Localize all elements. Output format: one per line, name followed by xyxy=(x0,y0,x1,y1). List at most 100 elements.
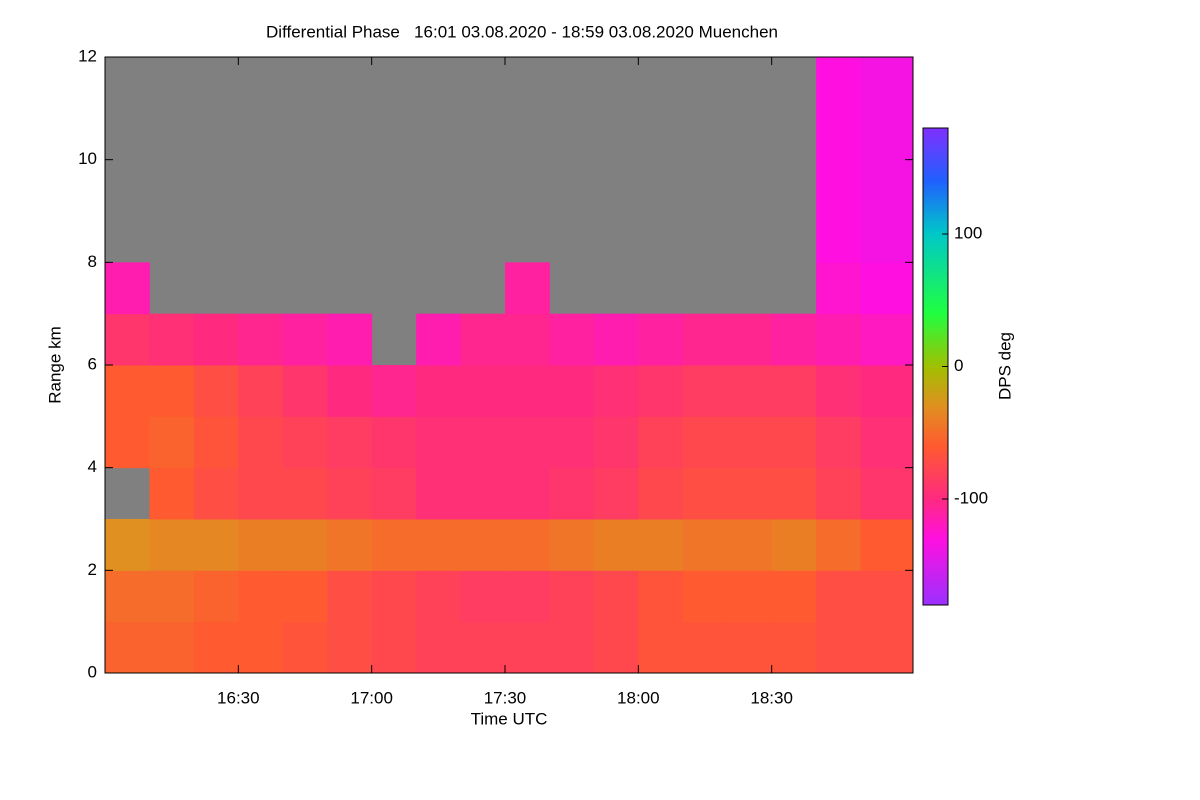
x-tick-label: 16:30 xyxy=(217,688,260,707)
heat-cell xyxy=(816,621,862,674)
heat-cell xyxy=(549,365,595,417)
heat-cell xyxy=(593,621,639,674)
heat-cell xyxy=(816,519,862,571)
heat-cell xyxy=(460,365,506,417)
heat-cell xyxy=(282,570,328,623)
heat-cell xyxy=(149,365,195,417)
heat-cell xyxy=(549,519,595,571)
heat-cell xyxy=(727,365,773,417)
heat-cell xyxy=(105,416,150,469)
heat-cell xyxy=(860,621,914,674)
heat-cell xyxy=(460,416,506,469)
heat-cell xyxy=(727,416,773,469)
heat-cell xyxy=(593,365,639,417)
heat-cell xyxy=(282,621,328,674)
heat-cell xyxy=(727,519,773,571)
heat-cell xyxy=(193,313,239,366)
heat-cell xyxy=(371,416,417,469)
colorbar-label: DPS deg xyxy=(995,332,1014,400)
heat-cell xyxy=(238,467,284,520)
heat-cell xyxy=(771,416,817,469)
heat-cell xyxy=(371,467,417,520)
heat-cell xyxy=(105,519,150,571)
colorbar-tick-label: -100 xyxy=(954,488,988,507)
y-tick-label: 0 xyxy=(88,662,97,681)
heat-cell xyxy=(682,570,728,623)
heat-cell xyxy=(371,365,417,417)
heat-cell xyxy=(327,313,373,366)
heat-cell xyxy=(327,416,373,469)
x-tick-label: 18:00 xyxy=(617,688,660,707)
heat-cell xyxy=(505,262,550,315)
heat-cell xyxy=(860,211,914,263)
heat-cell xyxy=(816,159,862,212)
heat-cell xyxy=(238,313,284,366)
heat-cell xyxy=(505,365,550,417)
heat-cell xyxy=(282,467,328,520)
heat-cell xyxy=(860,570,914,623)
heat-cell xyxy=(860,416,914,469)
heat-cell xyxy=(105,570,150,623)
heat-cell xyxy=(105,621,150,674)
x-tick-label: 17:30 xyxy=(484,688,527,707)
heat-cell xyxy=(771,313,817,366)
heat-cell xyxy=(371,621,417,674)
y-tick-label: 12 xyxy=(78,46,97,65)
heat-cell xyxy=(193,365,239,417)
heat-cell xyxy=(549,313,595,366)
x-tick-label: 17:00 xyxy=(350,688,393,707)
heat-cell xyxy=(549,621,595,674)
heat-cell xyxy=(238,519,284,571)
heat-cell xyxy=(505,313,550,366)
heat-cell xyxy=(460,313,506,366)
chart-title: Differential Phase 16:01 03.08.2020 - 18… xyxy=(266,22,778,41)
heat-cell xyxy=(860,313,914,366)
heat-cell xyxy=(638,313,684,366)
heat-cell xyxy=(816,313,862,366)
heat-cell xyxy=(860,159,914,212)
heat-cell xyxy=(460,570,506,623)
heat-cell xyxy=(816,467,862,520)
heat-cell xyxy=(193,519,239,571)
heat-cell xyxy=(149,621,195,674)
heat-cell xyxy=(193,570,239,623)
heat-cell xyxy=(682,365,728,417)
heat-cell xyxy=(860,57,914,109)
heat-cell xyxy=(771,365,817,417)
heat-cell xyxy=(549,467,595,520)
heat-cell xyxy=(638,467,684,520)
heat-cell xyxy=(771,467,817,520)
heat-cell xyxy=(638,570,684,623)
y-tick-label: 8 xyxy=(88,252,97,271)
heat-cell xyxy=(771,519,817,571)
y-axis-label: Range km xyxy=(45,326,64,403)
heat-cell xyxy=(682,313,728,366)
heat-cell xyxy=(771,621,817,674)
heat-cell xyxy=(460,467,506,520)
heat-cell xyxy=(593,467,639,520)
heat-cell xyxy=(371,519,417,571)
y-tick-label: 10 xyxy=(78,149,97,168)
heat-cell xyxy=(816,570,862,623)
heat-cell xyxy=(460,519,506,571)
heat-cell xyxy=(505,416,550,469)
y-tick-label: 2 xyxy=(88,560,97,579)
x-axis-label: Time UTC xyxy=(471,709,548,728)
heat-cell xyxy=(282,313,328,366)
heat-cell xyxy=(638,365,684,417)
heat-cell xyxy=(416,519,462,571)
heat-cell xyxy=(327,519,373,571)
heat-cell xyxy=(593,519,639,571)
heat-cell xyxy=(505,621,550,674)
heat-cell xyxy=(816,262,862,315)
heat-cell xyxy=(593,313,639,366)
heat-cell xyxy=(860,108,914,161)
heat-cell xyxy=(816,365,862,417)
heat-cell xyxy=(682,519,728,571)
heat-cell xyxy=(105,262,150,315)
heat-cell xyxy=(327,621,373,674)
heat-cell xyxy=(682,621,728,674)
heat-cell xyxy=(505,467,550,520)
heat-cell xyxy=(816,211,862,263)
heat-cell xyxy=(149,416,195,469)
